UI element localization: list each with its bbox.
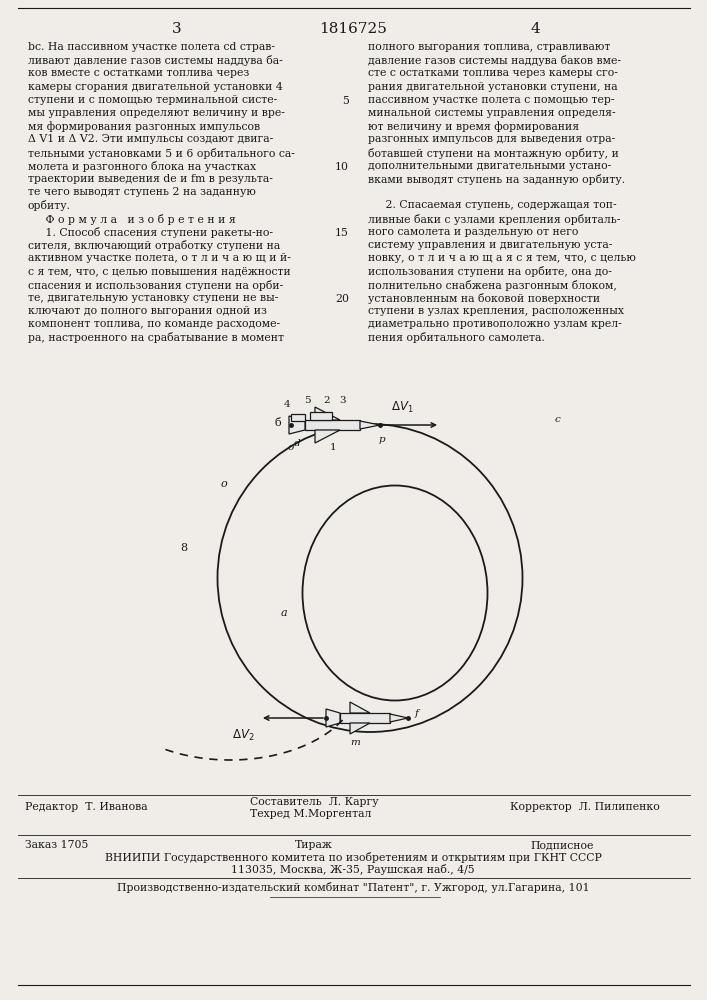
Text: 5: 5 [304,396,310,405]
Text: мы управления определяют величину и вре-: мы управления определяют величину и вре- [28,108,285,118]
Text: дополнительными двигательными устано-: дополнительными двигательными устано- [368,161,612,171]
Text: 5: 5 [342,96,349,106]
Text: Тираж: Тираж [295,840,333,850]
Text: траектории выведения de и fm в результа-: траектории выведения de и fm в результа- [28,174,273,184]
Polygon shape [289,416,305,434]
Text: 15: 15 [335,228,349,238]
Text: компонент топлива, по команде расходоме-: компонент топлива, по команде расходоме- [28,319,280,329]
Text: те, двигательную установку ступени не вы-: те, двигательную установку ступени не вы… [28,293,279,303]
Text: 113035, Москва, Ж-35, Раушская наб., 4/5: 113035, Москва, Ж-35, Раушская наб., 4/5 [231,864,475,875]
Text: пассивном участке полета с помощью тер-: пассивном участке полета с помощью тер- [368,95,614,105]
Text: рания двигательной установки ступени, на: рания двигательной установки ступени, на [368,82,618,92]
Text: ключают до полного выгорания одной из: ключают до полного выгорания одной из [28,306,267,316]
Text: Составитель  Л. Каргу: Составитель Л. Каргу [250,797,379,807]
Text: новку, о т л и ч а ю щ а я с я тем, что, с целью: новку, о т л и ч а ю щ а я с я тем, что,… [368,253,636,263]
Text: d: d [293,439,300,448]
Text: Редактор  Т. Иванова: Редактор Т. Иванова [25,802,148,812]
Polygon shape [315,430,340,443]
FancyBboxPatch shape [340,713,390,723]
Text: ют величину и время формирования: ют величину и время формирования [368,121,579,132]
Text: 2. Спасаемая ступень, содержащая топ-: 2. Спасаемая ступень, содержащая топ- [368,200,617,210]
Text: Δ V1 и Δ V2. Эти импульсы создают двига-: Δ V1 и Δ V2. Эти импульсы создают двига- [28,134,273,144]
Text: разгонных импульсов для выведения отра-: разгонных импульсов для выведения отра- [368,134,615,144]
Text: ступени в узлах крепления, расположенных: ступени в узлах крепления, расположенных [368,306,624,316]
Text: Заказ 1705: Заказ 1705 [25,840,88,850]
Text: ВНИИПИ Государственного комитета по изобретениям и открытиям при ГКНТ СССР: ВНИИПИ Государственного комитета по изоб… [105,852,602,863]
Text: 3: 3 [173,22,182,36]
Text: мя формирования разгонных импульсов: мя формирования разгонных импульсов [28,121,260,132]
FancyBboxPatch shape [291,414,305,421]
Polygon shape [315,407,340,420]
Polygon shape [326,709,340,727]
Text: пения орбитального самолета.: пения орбитального самолета. [368,332,545,343]
Text: минальной системы управления определя-: минальной системы управления определя- [368,108,616,118]
Text: ра, настроенного на срабатывание в момент: ра, настроенного на срабатывание в момен… [28,332,284,343]
Text: o: o [288,443,294,452]
Text: давление газов системы наддува баков вме-: давление газов системы наддува баков вме… [368,55,621,66]
Text: Производственно-издательский комбинат "Патент", г. Ужгород, ул.Гагарина, 101: Производственно-издательский комбинат "П… [117,882,590,893]
Text: $\Delta V_2$: $\Delta V_2$ [233,728,255,743]
Text: использования ступени на орбите, она до-: использования ступени на орбите, она до- [368,266,612,277]
Text: o: o [221,479,228,489]
Text: полнительно снабжена разгонным блоком,: полнительно снабжена разгонным блоком, [368,280,617,291]
Text: Ф о р м у л а   и з о б р е т е н и я: Ф о р м у л а и з о б р е т е н и я [28,214,235,225]
Text: 1: 1 [329,443,337,452]
Text: ного самолета и раздельную от него: ного самолета и раздельную от него [368,227,578,237]
Text: установленным на боковой поверхности: установленным на боковой поверхности [368,293,600,304]
Text: сителя, включающий отработку ступени на: сителя, включающий отработку ступени на [28,240,280,251]
Text: Корректор  Л. Пилипенко: Корректор Л. Пилипенко [510,802,660,812]
Text: 1. Способ спасения ступени ракеты-но-: 1. Способ спасения ступени ракеты-но- [28,227,273,238]
Text: c: c [555,416,561,424]
Text: б: б [274,418,281,428]
Text: 8: 8 [180,543,187,553]
Text: спасения и использования ступени на орби-: спасения и использования ступени на орби… [28,280,284,291]
Text: Подписное: Подписное [530,840,593,850]
Text: bc. На пассивном участке полета cd страв-: bc. На пассивном участке полета cd страв… [28,42,275,52]
Text: 4: 4 [284,400,291,409]
Text: p: p [379,435,385,444]
Text: камеры сгорания двигательной установки 4: камеры сгорания двигательной установки 4 [28,82,283,92]
Polygon shape [350,702,370,713]
Polygon shape [360,421,380,429]
Polygon shape [390,714,408,722]
FancyBboxPatch shape [305,420,360,430]
Text: Техред М.Моргентал: Техред М.Моргентал [250,809,371,819]
Text: ливают давление газов системы наддува ба-: ливают давление газов системы наддува ба… [28,55,283,66]
Text: систему управления и двигательную уста-: систему управления и двигательную уста- [368,240,612,250]
Text: a: a [281,608,288,618]
Text: ков вместе с остатками топлива через: ков вместе с остатками топлива через [28,68,250,78]
Text: тельными установками 5 и 6 орбитального са-: тельными установками 5 и 6 орбитального … [28,148,295,159]
Text: диаметрально противоположно узлам крел-: диаметрально противоположно узлам крел- [368,319,621,329]
Text: те чего выводят ступень 2 на заданную: те чего выводят ступень 2 на заданную [28,187,256,197]
Text: 3: 3 [339,396,346,405]
Text: активном участке полета, о т л и ч а ю щ и й-: активном участке полета, о т л и ч а ю щ… [28,253,291,263]
Text: вками выводят ступень на заданную орбиту.: вками выводят ступень на заданную орбиту… [368,174,625,185]
Polygon shape [350,723,370,734]
Text: ботавшей ступени на монтажную орбиту, и: ботавшей ступени на монтажную орбиту, и [368,148,619,159]
Text: молета и разгонного блока на участках: молета и разгонного блока на участках [28,161,256,172]
Text: m: m [350,738,360,747]
Text: сте с остатками топлива через камеры сго-: сте с остатками топлива через камеры сго… [368,68,618,78]
Text: орбиту.: орбиту. [28,200,71,211]
Text: с я тем, что, с целью повышения надёжности: с я тем, что, с целью повышения надёжнос… [28,266,291,276]
Text: 20: 20 [335,294,349,304]
Text: полного выгорания топлива, стравливают: полного выгорания топлива, стравливают [368,42,610,52]
Text: $\Delta V_1$: $\Delta V_1$ [391,400,414,415]
Text: ливные баки с узлами крепления орбиталь-: ливные баки с узлами крепления орбиталь- [368,214,620,225]
Text: 4: 4 [530,22,540,36]
Text: f: f [415,708,419,718]
Text: 1816725: 1816725 [319,22,387,36]
Text: ступени и с помощью терминальной систе-: ступени и с помощью терминальной систе- [28,95,277,105]
Text: 2: 2 [324,396,330,405]
FancyBboxPatch shape [310,412,332,420]
Text: 10: 10 [335,162,349,172]
